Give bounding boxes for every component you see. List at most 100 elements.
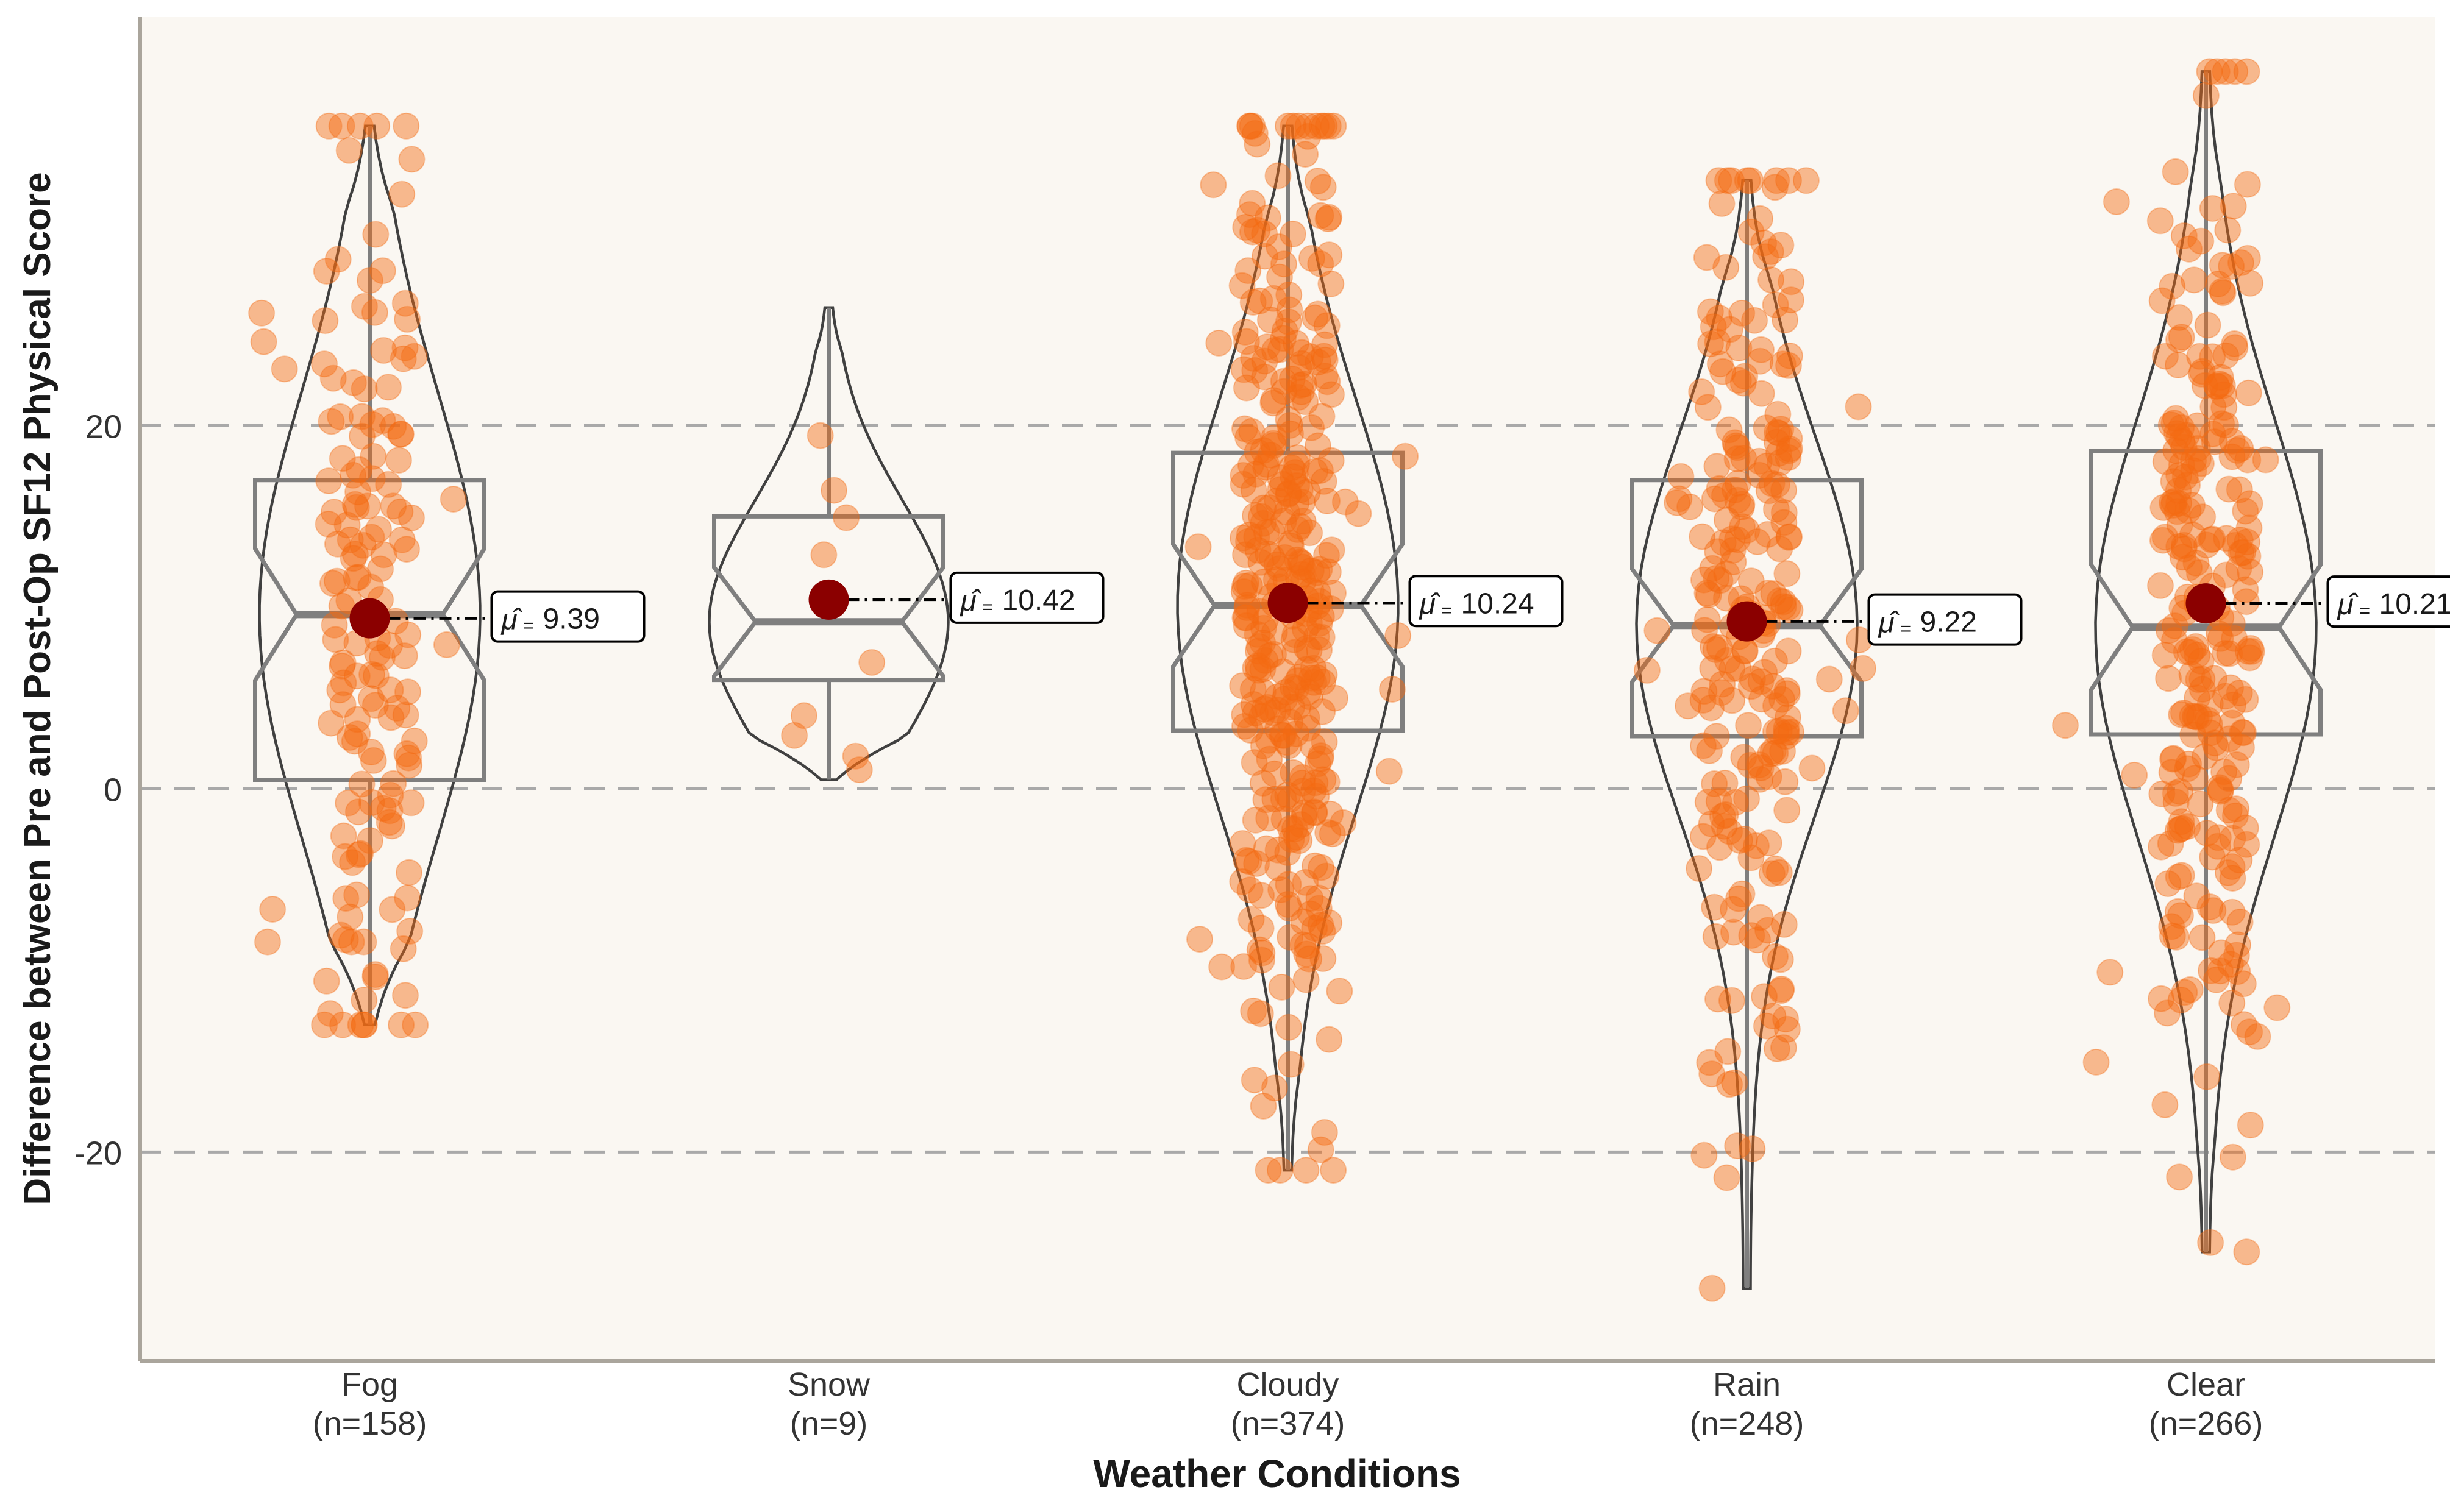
data-point xyxy=(2167,778,2194,805)
data-point xyxy=(1768,686,1796,713)
data-point xyxy=(2201,428,2228,456)
data-point xyxy=(332,843,359,870)
data-point xyxy=(1291,799,1318,826)
data-point xyxy=(2164,898,2192,925)
data-point xyxy=(1244,130,1271,158)
data-point xyxy=(1308,112,1336,140)
data-point xyxy=(1737,844,1765,871)
data-point xyxy=(313,258,340,285)
data-point xyxy=(2218,443,2246,470)
data-point xyxy=(1270,785,1297,812)
data-point xyxy=(2226,527,2254,553)
data-point xyxy=(1283,489,1310,517)
data-point xyxy=(1270,367,1297,395)
data-point xyxy=(1706,634,1733,661)
data-point xyxy=(1667,463,1695,490)
data-point xyxy=(1773,677,1801,705)
data-point xyxy=(1778,719,1805,746)
data-point xyxy=(1300,669,1328,696)
data-point xyxy=(1266,263,1293,291)
data-point xyxy=(1264,854,1292,882)
data-point xyxy=(2216,725,2243,753)
data-point xyxy=(1693,580,1721,607)
data-point xyxy=(1770,1034,1797,1062)
data-point xyxy=(2163,498,2191,525)
data-point xyxy=(1236,876,1264,904)
data-point xyxy=(1754,520,1781,548)
data-point xyxy=(2188,676,2216,703)
data-point xyxy=(1258,518,1286,545)
data-point xyxy=(1267,476,1294,503)
data-point xyxy=(1307,202,1334,229)
data-point xyxy=(1260,641,1287,668)
data-point xyxy=(1295,637,1323,664)
data-point xyxy=(2165,352,2192,378)
data-point xyxy=(351,293,378,320)
data-point xyxy=(1287,476,1314,503)
data-point xyxy=(1289,931,1317,959)
data-point xyxy=(2220,193,2247,220)
data-point xyxy=(2184,684,2211,712)
data-point xyxy=(1311,1119,1338,1146)
data-point xyxy=(1708,679,1735,706)
data-point xyxy=(1792,167,1820,194)
data-point xyxy=(1250,1092,1277,1120)
data-point xyxy=(1765,439,1792,467)
data-point xyxy=(1755,829,1782,857)
data-point xyxy=(1314,819,1342,846)
data-point xyxy=(388,180,416,208)
data-point xyxy=(2215,765,2243,792)
data-point xyxy=(2218,610,2246,637)
data-point xyxy=(396,859,422,886)
data-point xyxy=(1255,804,1283,832)
data-point xyxy=(1762,943,1789,970)
violin-outline xyxy=(258,124,482,1027)
data-point xyxy=(395,744,422,772)
data-point xyxy=(1845,393,1872,421)
data-point xyxy=(1277,923,1304,951)
data-point xyxy=(1232,541,1259,569)
data-point xyxy=(1737,751,1764,779)
data-point xyxy=(1775,524,1803,551)
data-point xyxy=(1252,453,1279,481)
data-point xyxy=(1715,416,1743,444)
data-point xyxy=(1688,378,1715,405)
data-point xyxy=(1271,544,1298,571)
data-point xyxy=(1716,818,1743,845)
data-point xyxy=(1251,220,1278,247)
data-point xyxy=(344,720,371,748)
data-point xyxy=(318,709,345,737)
data-point xyxy=(1295,609,1323,637)
data-point xyxy=(1764,419,1791,446)
data-point xyxy=(1237,452,1264,479)
data-point xyxy=(1706,475,1733,502)
data-point xyxy=(1719,536,1747,564)
data-point xyxy=(1287,372,1314,399)
data-point xyxy=(341,728,368,755)
data-point xyxy=(1240,997,1267,1024)
data-point xyxy=(2165,863,2192,890)
data-point xyxy=(379,812,406,840)
data-point xyxy=(1303,112,1330,140)
data-point xyxy=(377,781,404,809)
data-point xyxy=(1259,430,1287,457)
data-point xyxy=(1643,617,1671,644)
data-point xyxy=(1725,367,1752,394)
data-point xyxy=(2215,475,2243,503)
data-point xyxy=(1247,503,1275,530)
data-point xyxy=(1317,447,1345,474)
data-point xyxy=(2162,779,2189,807)
data-point xyxy=(1305,349,1332,376)
data-point xyxy=(1701,485,1728,513)
data-point xyxy=(2182,633,2209,660)
data-point xyxy=(349,422,376,450)
data-point xyxy=(1755,763,1782,790)
data-point xyxy=(1714,1038,1742,1065)
data-point xyxy=(2218,709,2246,737)
data-point xyxy=(1266,555,1293,583)
data-point xyxy=(1289,764,1316,791)
data-point xyxy=(2165,477,2192,504)
data-point xyxy=(2218,853,2246,881)
data-point xyxy=(1311,363,1339,390)
data-point xyxy=(1696,1049,1723,1076)
